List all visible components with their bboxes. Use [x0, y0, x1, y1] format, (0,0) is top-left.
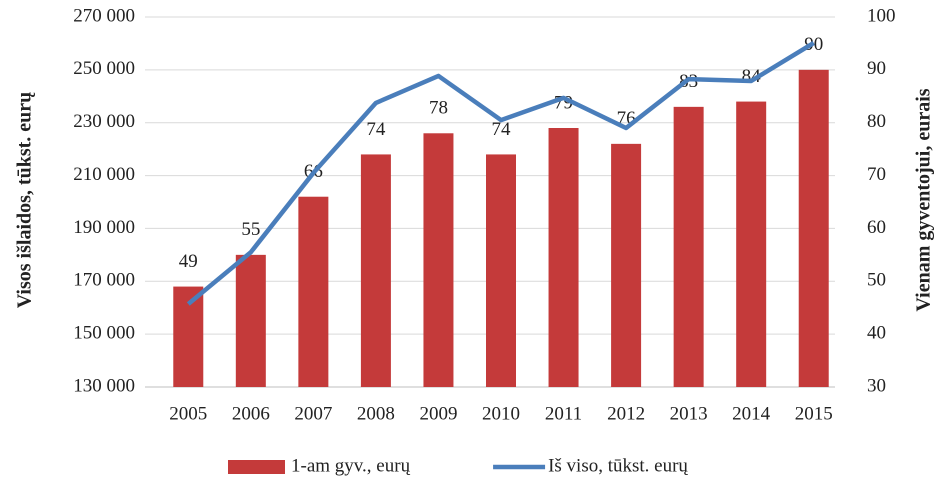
bar [611, 143, 642, 387]
x-tick-label: 2005 [169, 403, 207, 424]
y-tick-label: 130 000 [73, 375, 135, 396]
x-tick-label: 2008 [357, 403, 395, 424]
y2-tick-label: 80 [867, 111, 886, 132]
legend-swatch [228, 460, 285, 474]
y-tick-label: 250 000 [73, 58, 135, 79]
data-label: 55 [241, 219, 260, 240]
y2-axis-label: Vienam gyventojui, eurais [913, 88, 935, 311]
y-axis-label: Visos išlaidos, tūkst. eurų [14, 92, 36, 309]
bar [360, 154, 391, 387]
y-tick-label: 150 000 [73, 323, 135, 344]
bar [673, 106, 704, 387]
bar [798, 69, 829, 387]
y2-tick-label: 90 [867, 58, 886, 79]
y-tick-label: 190 000 [73, 217, 135, 238]
x-tick-label: 2014 [732, 403, 771, 424]
x-tick-label: 2015 [795, 403, 833, 424]
x-tick-label: 2013 [670, 403, 708, 424]
y-tick-label: 170 000 [73, 270, 135, 291]
y2-tick-label: 70 [867, 164, 886, 185]
bar [736, 101, 767, 388]
x-tick-label: 2009 [419, 403, 457, 424]
data-label: 74 [366, 119, 386, 140]
data-label: 49 [179, 251, 198, 272]
data-label: 74 [492, 119, 512, 140]
bar [486, 154, 516, 387]
line [186, 40, 815, 306]
y2-tick-label: 100 [867, 5, 896, 26]
y2-tick-label: 60 [867, 217, 886, 238]
x-tick-label: 2012 [607, 403, 645, 424]
y-tick-label: 230 000 [73, 111, 135, 132]
x-tick-label: 2011 [545, 403, 582, 424]
legend-label: Iš viso, tūkst. eurų [548, 455, 688, 476]
legend-label: 1-am gyv., eurų [291, 455, 411, 476]
x-tick-label: 2007 [294, 403, 332, 424]
bar [548, 128, 579, 387]
data-label: 78 [429, 98, 448, 119]
y2-tick-label: 40 [867, 323, 886, 344]
y2-tick-label: 30 [867, 375, 886, 396]
y2-tick-label: 50 [867, 270, 886, 291]
bar [235, 254, 266, 387]
x-tick-label: 2010 [482, 403, 520, 424]
y-tick-label: 270 000 [73, 5, 135, 26]
x-tick-label: 2006 [232, 403, 270, 424]
bar [423, 133, 454, 387]
y-tick-label: 210 000 [73, 164, 135, 185]
bar [298, 196, 329, 387]
